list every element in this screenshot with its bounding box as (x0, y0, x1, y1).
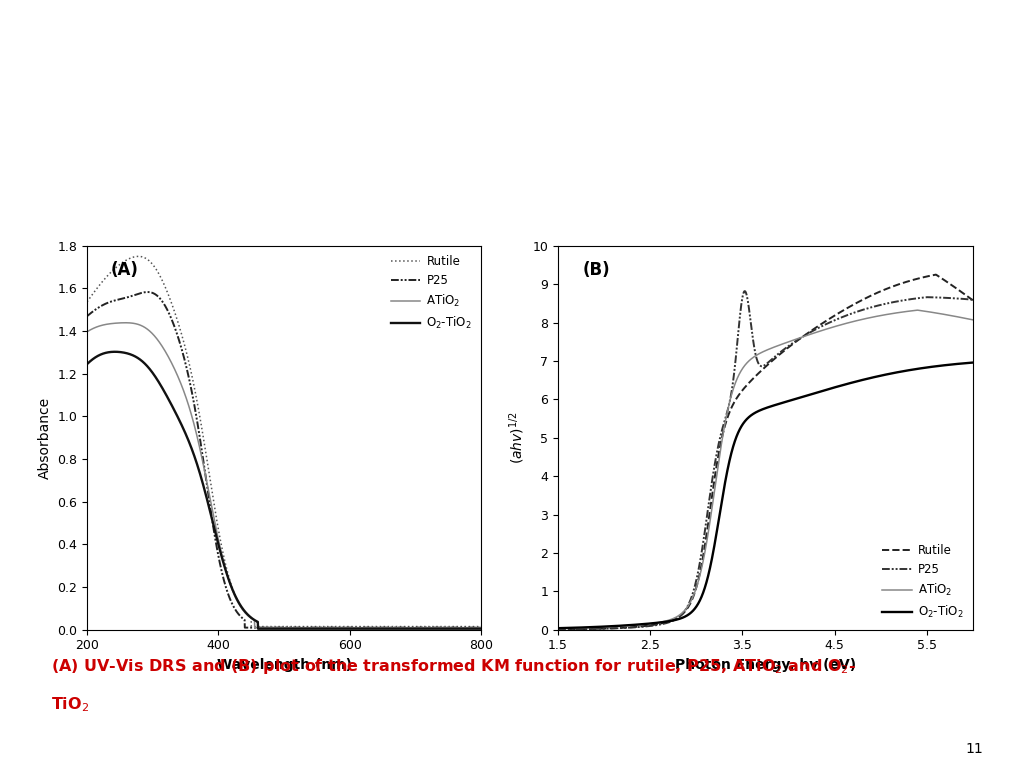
P25 (742, 304, 755, 313)
Text: 11: 11 (966, 742, 983, 756)
ATiO$_2$ (81, 327, 93, 336)
P25 (464, 623, 476, 632)
P25 (754, 361, 766, 370)
Line: Rutile: Rutile (558, 275, 973, 630)
Rutile (879, 285, 891, 294)
P25 (464, 623, 476, 632)
Legend: Rutile, P25, ATiO$_2$, O$_2$-TiO$_2$: Rutile, P25, ATiO$_2$, O$_2$-TiO$_2$ (879, 541, 967, 624)
Line: P25: P25 (87, 292, 481, 627)
ATiO$_2$ (464, 623, 476, 632)
P25 (239, 623, 251, 632)
Line: Rutile: Rutile (87, 257, 481, 627)
P25 (552, 625, 564, 634)
P25 (262, 623, 274, 632)
O$_2$-TiO$_2$ (262, 624, 274, 634)
O$_2$-TiO$_2$ (967, 358, 979, 367)
ATiO$_2$ (742, 356, 755, 366)
O$_2$-TiO$_2$ (552, 624, 564, 633)
P25 (967, 295, 979, 304)
ATiO$_2$ (754, 349, 766, 358)
Line: ATiO$_2$: ATiO$_2$ (558, 310, 973, 628)
P25 (879, 300, 891, 309)
Text: (B): (B) (583, 261, 610, 279)
O$_2$-TiO$_2$ (754, 406, 766, 415)
Rutile (273, 622, 286, 631)
O$_2$-TiO$_2$ (464, 624, 476, 634)
Rutile (245, 622, 257, 631)
P25 (954, 294, 967, 303)
P25 (81, 312, 93, 321)
Rutile (392, 622, 404, 631)
Rutile (475, 622, 487, 631)
ATiO$_2$ (573, 624, 586, 633)
Rutile (954, 287, 967, 296)
Rutile (552, 625, 564, 634)
Text: TiO$_2$: TiO$_2$ (51, 695, 89, 713)
Rutile (967, 296, 979, 305)
Y-axis label: Absorbance: Absorbance (38, 397, 52, 478)
Line: ATiO$_2$: ATiO$_2$ (87, 323, 481, 627)
P25 (141, 287, 154, 296)
Legend: Rutile, P25, ATiO$_2$, O$_2$-TiO$_2$: Rutile, P25, ATiO$_2$, O$_2$-TiO$_2$ (387, 252, 475, 335)
O$_2$-TiO$_2$ (954, 359, 967, 368)
P25 (475, 623, 487, 632)
ATiO$_2$ (392, 623, 404, 632)
Text: (A): (A) (111, 261, 138, 279)
O$_2$-TiO$_2$ (573, 623, 586, 632)
Rutile (754, 368, 766, 377)
Rutile (464, 622, 476, 631)
ATiO$_2$ (911, 306, 924, 315)
Line: O$_2$-TiO$_2$: O$_2$-TiO$_2$ (87, 352, 481, 629)
Rutile (81, 297, 93, 306)
P25 (954, 294, 967, 303)
O$_2$-TiO$_2$ (81, 359, 93, 369)
Y-axis label: $(ahv)^{1/2}$: $(ahv)^{1/2}$ (507, 412, 527, 464)
Rutile (132, 252, 144, 261)
O$_2$-TiO$_2$ (464, 624, 476, 634)
ATiO$_2$ (967, 315, 979, 324)
O$_2$-TiO$_2$ (101, 348, 114, 357)
O$_2$-TiO$_2$ (475, 624, 487, 634)
ATiO$_2$ (273, 623, 286, 632)
ATiO$_2$ (879, 310, 891, 319)
Rutile (930, 270, 942, 280)
O$_2$-TiO$_2$ (954, 359, 967, 368)
Rutile (742, 379, 755, 388)
O$_2$-TiO$_2$ (879, 370, 891, 379)
ATiO$_2$ (262, 623, 274, 632)
ATiO$_2$ (954, 313, 967, 322)
ATiO$_2$ (119, 318, 131, 327)
P25 (738, 286, 751, 296)
O$_2$-TiO$_2$ (252, 624, 264, 634)
Text: (A) UV-Vis DRS and (B) plot of the transformed KM function for rutile, P25, ATiO: (A) UV-Vis DRS and (B) plot of the trans… (51, 657, 856, 676)
O$_2$-TiO$_2$ (109, 347, 121, 356)
Rutile (262, 622, 274, 631)
P25 (101, 299, 114, 308)
Line: O$_2$-TiO$_2$: O$_2$-TiO$_2$ (558, 362, 973, 628)
ATiO$_2$ (954, 313, 967, 322)
O$_2$-TiO$_2$ (273, 624, 286, 634)
Rutile (464, 622, 476, 631)
P25 (573, 624, 586, 634)
X-axis label: Wavelength (nm): Wavelength (nm) (217, 658, 351, 672)
Line: P25: P25 (558, 291, 973, 630)
ATiO$_2$ (464, 623, 476, 632)
O$_2$-TiO$_2$ (392, 624, 404, 634)
ATiO$_2$ (101, 319, 114, 329)
Rutile (101, 272, 114, 281)
P25 (273, 623, 286, 632)
ATiO$_2$ (475, 623, 487, 632)
X-axis label: Photon Energy, hv (eV): Photon Energy, hv (eV) (675, 658, 856, 672)
Rutile (954, 287, 967, 296)
Rutile (573, 624, 586, 634)
ATiO$_2$ (249, 623, 261, 632)
P25 (392, 623, 404, 632)
ATiO$_2$ (552, 624, 564, 633)
O$_2$-TiO$_2$ (742, 412, 755, 422)
